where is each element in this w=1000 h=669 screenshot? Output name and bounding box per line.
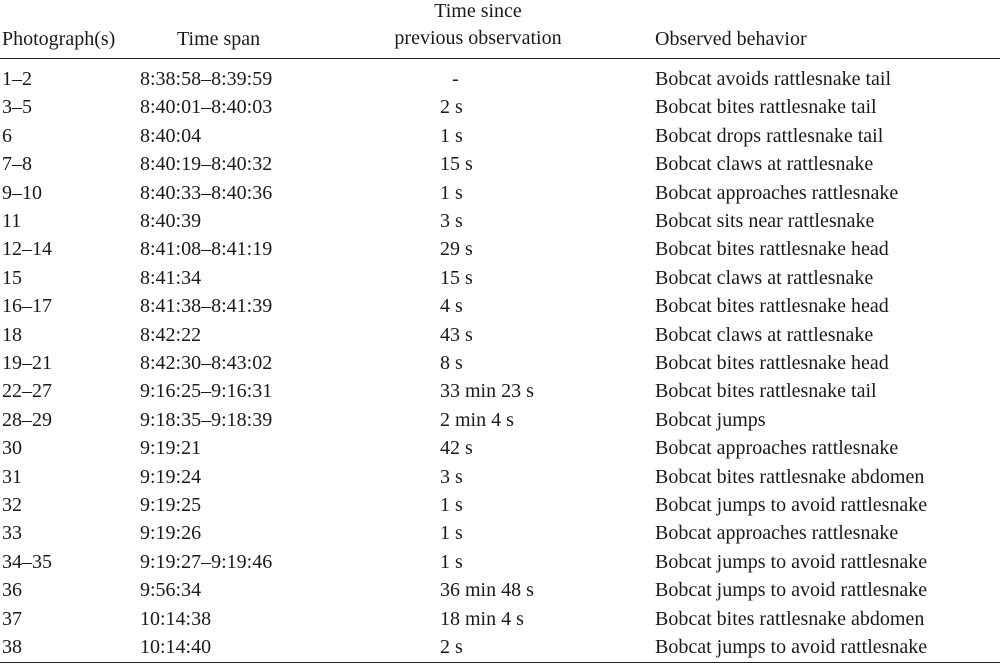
table-cell: 9:19:21 (140, 437, 202, 460)
table-cell: Bobcat bites rattlesnake head (655, 238, 889, 261)
table-cell: 33 (2, 522, 22, 545)
table-cell: 1 s (440, 550, 463, 573)
table-cell: Bobcat approaches rattlesnake (655, 437, 899, 460)
table-cell: 36 min 48 s (440, 579, 534, 602)
table-cell: 1 s (440, 124, 463, 147)
table-cell: 43 s (440, 323, 473, 346)
table-cell: 8 s (440, 352, 463, 374)
bottom-rule (0, 662, 1000, 663)
table-cell: Bobcat bites rattlesnake abdomen (655, 465, 925, 488)
table-cell: 9:19:27–9:19:46 (140, 550, 273, 573)
table-cell: 36 (2, 579, 22, 602)
header-cell: Observed behavior (655, 28, 807, 50)
table-cell: 2 s (440, 96, 463, 119)
table-cell: Bobcat jumps to avoid rattlesnake (655, 550, 928, 573)
table-cell: 8:40:04 (140, 124, 202, 147)
table-cell: 8:41:38–8:41:39 (140, 295, 273, 318)
header-cell: Time since previous observation (394, 0, 562, 49)
table-cell: 9:19:24 (140, 465, 202, 488)
table-cell: 8:42:22 (140, 323, 202, 346)
table-cell: Bobcat jumps to avoid rattlesnake (655, 579, 928, 602)
table-cell: Bobcat bites rattlesnake abdomen (655, 607, 925, 630)
table-cell: Bobcat bites rattlesnake tail (655, 96, 877, 119)
table-cell: - (452, 68, 459, 90)
table-cell: Bobcat drops rattlesnake tail (655, 124, 884, 147)
table-cell: Bobcat bites rattlesnake tail (655, 380, 877, 403)
table-cell: 9:56:34 (140, 579, 202, 602)
table-cell: 30 (2, 437, 22, 460)
table-cell: 22–27 (2, 380, 52, 403)
table-cell: 8:42:30–8:43:02 (140, 352, 273, 374)
table-cell: Bobcat jumps (655, 408, 766, 431)
table-cell: 32 (2, 494, 22, 516)
table-cell: 8:41:34 (140, 266, 202, 289)
table-cell: 1 s (440, 181, 463, 204)
table-cell: 8:40:01–8:40:03 (140, 96, 273, 119)
table-cell: 6 (2, 124, 12, 147)
table-cell: Bobcat bites rattlesnake head (655, 352, 889, 374)
table-cell: Bobcat jumps to avoid rattlesnake (655, 494, 928, 516)
table-cell: 19–21 (2, 352, 52, 374)
table-cell: 11 (2, 210, 22, 232)
table-cell: Bobcat approaches rattlesnake (655, 181, 899, 204)
table-cell: 9–10 (2, 181, 42, 204)
table-cell: 8:38:58–8:39:59 (140, 68, 273, 90)
table-cell: 34–35 (2, 550, 52, 573)
table-cell: 12–14 (2, 238, 52, 261)
table-cell: 1 s (440, 522, 463, 545)
table-cell: 38 (2, 636, 22, 658)
table-cell: 1–2 (2, 68, 32, 90)
header-rule (0, 58, 1000, 59)
table-cell: 31 (2, 465, 22, 488)
header-cell: Time span (177, 28, 261, 50)
table-cell: 37 (2, 607, 22, 630)
table-cell: 10:14:38 (140, 607, 212, 630)
table-cell: Bobcat claws at rattlesnake (655, 323, 874, 346)
header-cell: Photograph(s) (2, 28, 116, 50)
table-cell: 3 s (440, 465, 463, 488)
table-cell: 4 s (440, 295, 463, 318)
table-cell: 3–5 (2, 96, 32, 119)
table-cell: 3 s (440, 210, 463, 232)
table-cell: 18 (2, 323, 22, 346)
table-cell: 18 min 4 s (440, 607, 524, 630)
table-cell: 10:14:40 (140, 636, 212, 658)
table-cell: 29 s (440, 238, 473, 261)
table-cell: 9:18:35–9:18:39 (140, 408, 273, 431)
table-cell: 2 s (440, 636, 463, 658)
table-cell: 7–8 (2, 153, 32, 176)
table-cell: Bobcat claws at rattlesnake (655, 153, 874, 176)
table-cell: 8:41:08–8:41:19 (140, 238, 273, 261)
table-cell: Bobcat avoids rattlesnake tail (655, 68, 892, 90)
table-cell: 15 s (440, 153, 473, 176)
table-cell: 15 s (440, 266, 473, 289)
table-cell: 33 min 23 s (440, 380, 534, 403)
table-cell: 9:16:25–9:16:31 (140, 380, 273, 403)
table-cell: Bobcat sits near rattlesnake (655, 210, 875, 232)
table-cell: Bobcat approaches rattlesnake (655, 522, 899, 545)
table-cell: 15 (2, 266, 22, 289)
table-cell: 16–17 (2, 295, 52, 318)
table-cell: 2 min 4 s (440, 408, 514, 431)
table-cell: Bobcat claws at rattlesnake (655, 266, 874, 289)
table-cell: 1 s (440, 494, 463, 516)
table-cell: Bobcat jumps to avoid rattlesnake (655, 636, 928, 658)
table-cell: 9:19:25 (140, 494, 202, 516)
table-cell: 8:40:39 (140, 210, 202, 232)
table-cell: 9:19:26 (140, 522, 202, 545)
table-cell: Bobcat bites rattlesnake head (655, 295, 889, 318)
table-cell: 28–29 (2, 408, 52, 431)
table-cell: 8:40:33–8:40:36 (140, 181, 273, 204)
table-cell: 42 s (440, 437, 473, 460)
table-cell: 8:40:19–8:40:32 (140, 153, 273, 176)
